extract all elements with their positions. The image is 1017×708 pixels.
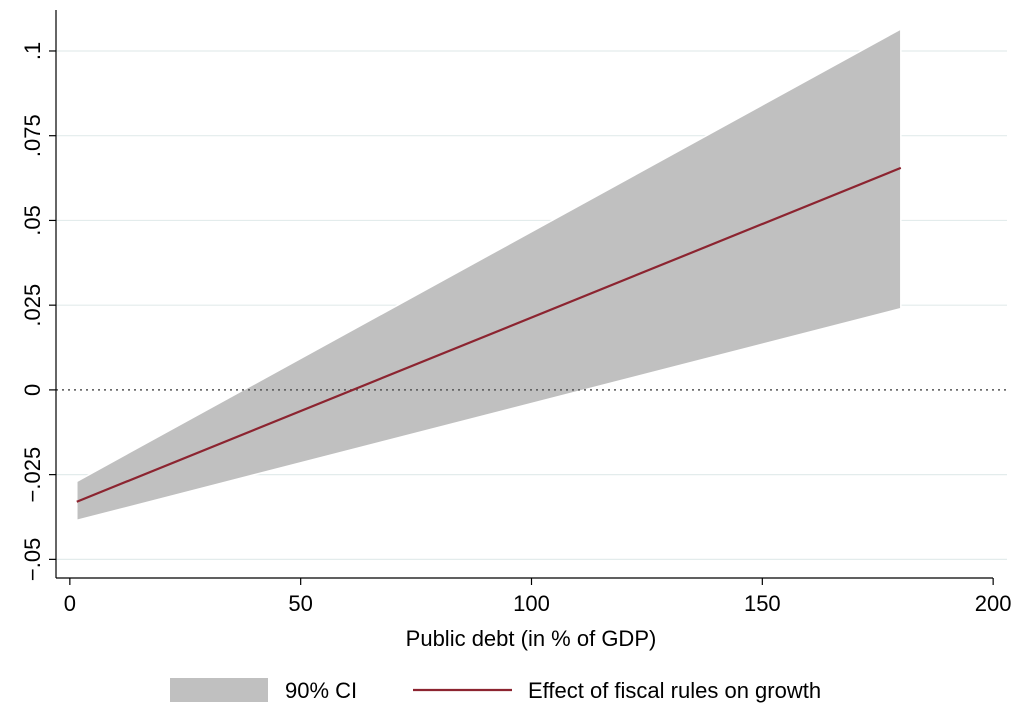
y-tick-label: 0 bbox=[20, 384, 45, 396]
x-tick-label: 150 bbox=[744, 591, 781, 616]
confidence-band bbox=[76, 27, 902, 522]
legend-label-ci: 90% CI bbox=[285, 678, 357, 703]
legend-swatch-ci bbox=[170, 678, 268, 702]
y-tick-label: .075 bbox=[20, 114, 45, 157]
tick-labels: −.05 −.025 0 .025 .05 .075 .1 0 50 100 150 200 bbox=[20, 42, 1012, 616]
y-tick-label: −.025 bbox=[20, 447, 45, 503]
legend-label-effect: Effect of fiscal rules on growth bbox=[528, 678, 821, 703]
x-axis-title: Public debt (in % of GDP) bbox=[406, 626, 657, 651]
y-tick-label: .1 bbox=[20, 42, 45, 60]
x-tick-label: 50 bbox=[288, 591, 312, 616]
y-tick-label: .025 bbox=[20, 284, 45, 327]
x-tick-label: 0 bbox=[64, 591, 76, 616]
y-tick-label: −.05 bbox=[20, 538, 45, 581]
effect-line-layer bbox=[76, 166, 902, 503]
x-tick-label: 100 bbox=[513, 591, 550, 616]
legend: 90% CI Effect of fiscal rules on growth bbox=[170, 678, 821, 703]
y-tick-label: .05 bbox=[20, 205, 45, 236]
confidence-band-layer bbox=[76, 27, 902, 522]
x-tick-label: 200 bbox=[975, 591, 1012, 616]
axes bbox=[49, 10, 994, 585]
effect-line bbox=[76, 166, 902, 503]
